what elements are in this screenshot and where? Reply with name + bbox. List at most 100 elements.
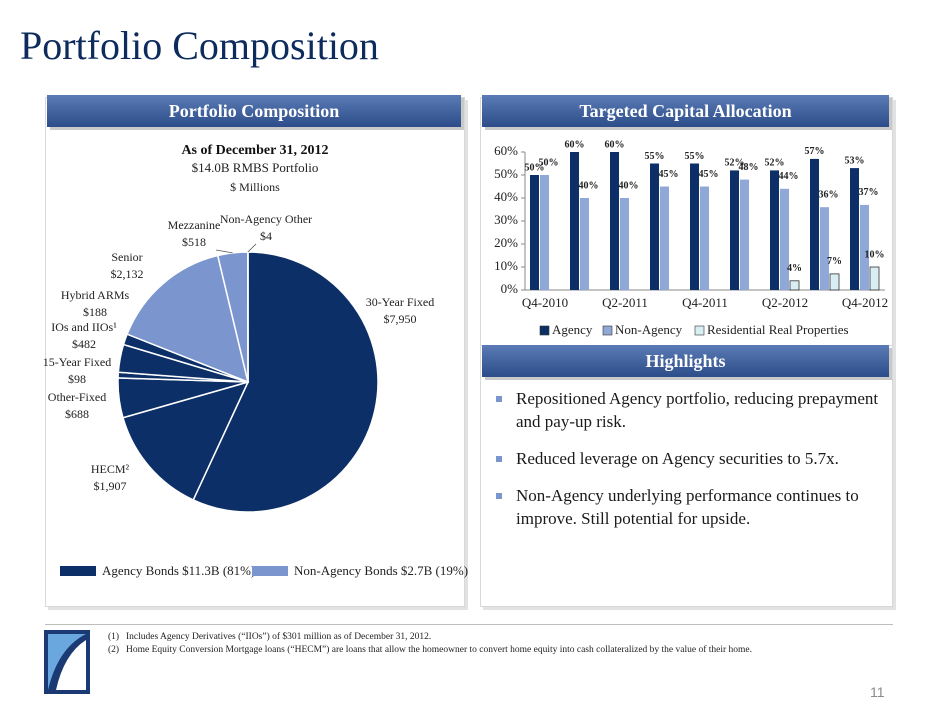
bar-value-label: 53% — [845, 155, 865, 166]
bar — [690, 163, 699, 290]
bar — [810, 158, 819, 290]
slice-value-label: $482 — [72, 337, 96, 351]
logo — [44, 630, 90, 694]
legend-swatch — [252, 566, 288, 576]
footnote-marker: (1) — [108, 632, 120, 642]
bar-value-label: 4% — [787, 263, 802, 274]
bar — [850, 168, 859, 290]
bar-value-label: 45% — [699, 169, 719, 180]
bar-value-label: 36% — [819, 189, 839, 200]
slice-value-label: $98 — [68, 372, 86, 386]
footnote-text: Includes Agency Derivatives (“IIOs”) of … — [126, 632, 432, 642]
bullet-marker — [496, 492, 502, 499]
bar-value-label: 60% — [565, 139, 585, 150]
bar-value-label: 52% — [725, 158, 745, 169]
bullet-text: Non-Agency underlying performance contin… — [516, 485, 859, 528]
bar — [650, 163, 659, 290]
slice-value-label: $7,950 — [384, 312, 417, 326]
bar — [730, 170, 739, 290]
legend-swatch — [602, 325, 613, 336]
bar — [570, 152, 579, 290]
bar — [540, 175, 549, 290]
bar-value-label: 45% — [659, 169, 679, 180]
bar — [610, 152, 619, 290]
bar — [740, 179, 749, 290]
bar-value-label: 40% — [579, 180, 599, 191]
panel-header: Portfolio Composition — [47, 95, 461, 127]
bar-value-label: 48% — [739, 162, 759, 173]
pie-slice — [122, 380, 250, 501]
leader-line — [247, 243, 257, 253]
legend-label: Agency Bonds $11.3B (81%) — [102, 563, 255, 578]
y-tick-label: 0% — [501, 281, 519, 296]
panel-header: Targeted Capital Allocation — [482, 95, 889, 127]
bullet-marker — [496, 455, 502, 462]
footnote-text: Home Equity Conversion Mortgage loans (“… — [126, 645, 753, 655]
bar — [789, 280, 800, 291]
bar — [580, 198, 589, 290]
slice-value-label: $518 — [182, 235, 206, 249]
bullet-text: Repositioned Agency portfolio, reducing … — [516, 389, 879, 431]
bar-value-label: 50% — [539, 157, 559, 168]
pie-slice — [126, 254, 250, 384]
bar-value-label: 55% — [685, 151, 705, 162]
right-bottom-panel — [480, 345, 893, 607]
pie-title: As of December 31, 2012 — [181, 143, 328, 158]
pie-slice — [192, 251, 379, 513]
page-number: 11 — [870, 684, 885, 700]
bar — [530, 175, 539, 290]
x-tick-label: Q4-2011 — [682, 295, 728, 310]
slice-value-label: $688 — [65, 407, 89, 421]
slice-label: IOs and IIOs¹ — [51, 320, 117, 334]
slice-label: Mezzanine — [168, 218, 221, 232]
legend-swatch — [60, 566, 96, 576]
legend-label: Non-Agency — [615, 322, 683, 337]
slice-value-label: $2,132 — [111, 267, 144, 281]
x-tick-label: Q4-2012 — [842, 295, 888, 310]
bar — [820, 207, 829, 290]
y-tick-label: 30% — [494, 212, 518, 227]
bar-value-label: 40% — [619, 180, 639, 191]
y-tick-label: 10% — [494, 258, 518, 273]
slice-value-label: $1,907 — [94, 479, 127, 493]
bar — [780, 188, 789, 290]
bar-value-label: 57% — [805, 146, 825, 157]
slice-label: 15-Year Fixed — [43, 355, 111, 369]
slice-value-label: $188 — [83, 305, 107, 319]
bar — [660, 186, 669, 290]
bar — [620, 198, 629, 290]
unit-label: $ Millions — [230, 180, 280, 194]
bullet-item: Non-Agency underlying performance contin… — [494, 485, 886, 531]
slide-title: Portfolio Composition — [20, 23, 379, 68]
pie-subtitle: $14.0B RMBS Portfolio — [192, 160, 319, 175]
bar-value-label: 37% — [859, 187, 879, 198]
y-tick-label: 50% — [494, 166, 518, 181]
y-tick-label: 40% — [494, 189, 518, 204]
bar-value-label: 50% — [525, 162, 545, 173]
bullet-marker — [496, 396, 502, 402]
x-tick-label: Q2-2012 — [762, 295, 808, 310]
bar-value-label: 7% — [827, 256, 842, 267]
bar — [770, 170, 779, 290]
bar-value-label: 60% — [605, 139, 625, 150]
bullet-item: Reduced leverage on Agency securities to… — [494, 448, 886, 471]
slice-label: 30-Year Fixed — [366, 295, 434, 309]
legend-swatch — [539, 325, 550, 336]
bullet-text: Reduced leverage on Agency securities to… — [516, 448, 839, 468]
bar — [860, 204, 869, 290]
slice-label: HECM² — [91, 462, 130, 476]
bar — [869, 266, 880, 291]
bar-value-label: 55% — [645, 151, 665, 162]
bar — [829, 273, 840, 291]
footnote: (1) Includes Agency Derivatives (“IIOs”) … — [108, 632, 431, 642]
logo-shape — [48, 634, 86, 690]
legend-label: Agency — [552, 322, 593, 337]
legend-swatch — [694, 325, 705, 336]
y-tick-label: 60% — [494, 143, 518, 158]
bar-value-label: 44% — [779, 171, 799, 182]
divider — [45, 624, 893, 625]
slice-label: Other-Fixed — [48, 390, 106, 404]
legend-label: Residential Real Properties — [707, 322, 849, 337]
